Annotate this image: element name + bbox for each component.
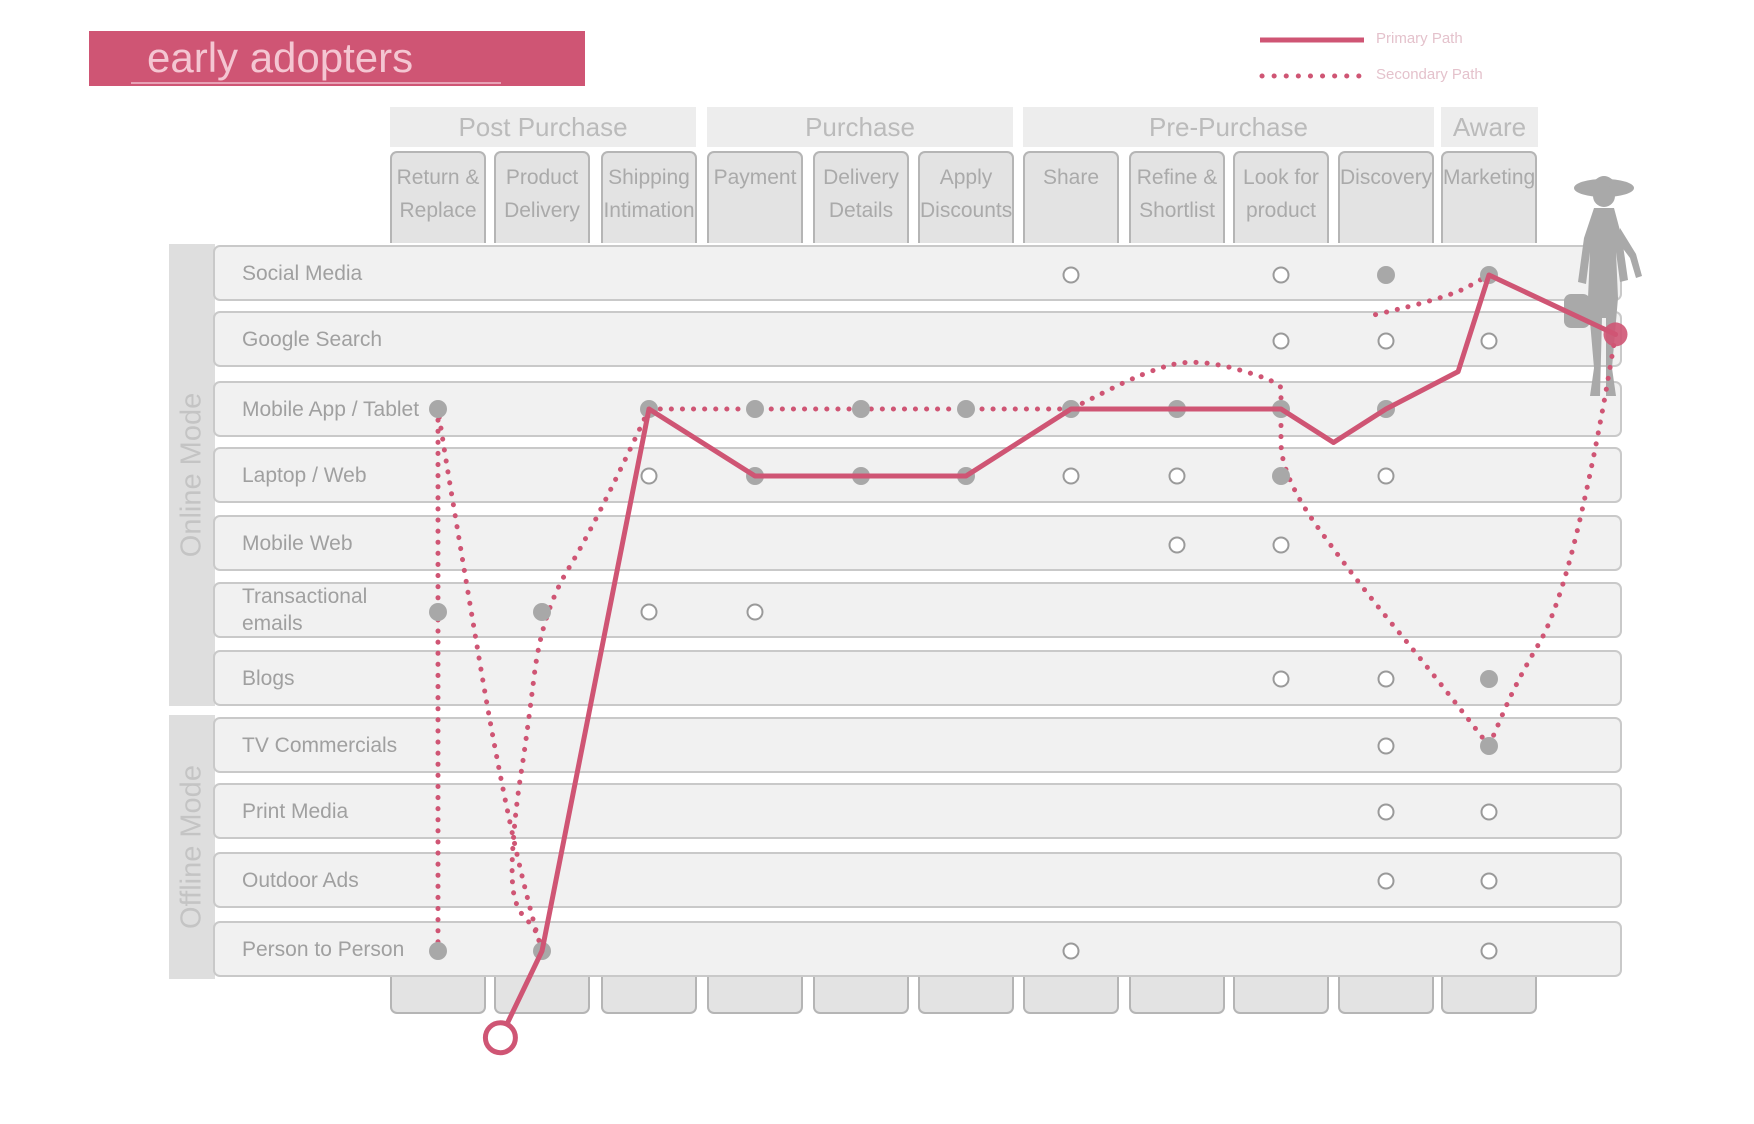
channel-label: Social Media (242, 261, 363, 285)
touchpoint-open (1377, 803, 1395, 821)
title-banner: early adopters (89, 31, 585, 86)
channel-label: Outdoor Ads (242, 868, 359, 892)
touchpoint-filled (533, 603, 551, 621)
stage-post-purchase: Post Purchase (390, 107, 696, 147)
legend-secondary-label: Secondary Path (1376, 66, 1483, 83)
touchpoint-filled (1480, 737, 1498, 755)
touchpoint-filled (429, 400, 447, 418)
channel-row-mobile-web: Mobile Web (213, 515, 1622, 571)
channel-label: Print Media (242, 799, 349, 823)
touchpoint-open (1377, 872, 1395, 890)
legend-primary: Primary Path (1258, 30, 1518, 50)
touchpoint-open (1377, 332, 1395, 350)
channel-label: Blogs (242, 666, 295, 690)
touchpoint-open (1377, 467, 1395, 485)
touchpoint-open (1168, 467, 1186, 485)
stage-aware: Aware (1441, 107, 1538, 147)
channel-label: Google Search (242, 327, 383, 351)
touchpoint-open (1480, 803, 1498, 821)
touchpoint-open (1062, 942, 1080, 960)
step-column-foot (601, 976, 697, 1014)
step-column-foot (918, 976, 1014, 1014)
step-column-foot (1129, 976, 1225, 1014)
step-column-foot (1233, 976, 1329, 1014)
touchpoint-open (1480, 942, 1498, 960)
primary-line-swatch (1260, 37, 1364, 43)
mode-band-online: Online Mode (169, 244, 215, 706)
step-apply-discounts: Apply Discounts (918, 151, 1014, 243)
journey-start-marker (482, 1020, 518, 1056)
stage-purchase: Purchase (707, 107, 1013, 147)
persona-silhouette-icon (1564, 176, 1642, 396)
secondary-path (1278, 406, 1492, 749)
step-share: Share (1023, 151, 1119, 243)
legend-primary-label: Primary Path (1376, 30, 1463, 47)
touchpoint-filled (429, 603, 447, 621)
touchpoint-open (1272, 332, 1290, 350)
step-discovery: Discovery (1338, 151, 1434, 243)
secondary-path (1486, 331, 1618, 749)
secondary-path (1373, 272, 1492, 318)
channel-row-transactional-emails: Transactional emails (213, 582, 1622, 638)
touchpoint-open (1062, 266, 1080, 284)
touchpoint-open (1480, 872, 1498, 890)
touchpoint-open (640, 467, 658, 485)
touchpoint-filled (1377, 266, 1395, 284)
touchpoint-open (1377, 670, 1395, 688)
step-column-foot (390, 976, 486, 1014)
step-column-foot (707, 976, 803, 1014)
channel-label: TV Commercials (242, 733, 398, 757)
page-title: early adopters (147, 34, 414, 81)
secondary-path (509, 406, 652, 954)
channel-label: Mobile App / Tablet (242, 397, 420, 421)
legend-secondary: Secondary Path (1258, 66, 1518, 86)
step-column-foot (1441, 976, 1537, 1014)
touchpoint-open (746, 603, 764, 621)
step-column-foot (1023, 976, 1119, 1014)
touchpoint-open (1062, 467, 1080, 485)
touchpoint-filled (852, 400, 870, 418)
step-product-delivery: Product Delivery (494, 151, 590, 243)
stage-pre-purchase: Pre-Purchase (1023, 107, 1434, 147)
step-delivery-details: Delivery Details (813, 151, 909, 243)
persona-end-marker (1603, 322, 1628, 347)
primary-path (497, 272, 1618, 1041)
channel-label: Person to Person (242, 937, 405, 961)
channel-label: Laptop / Web (242, 463, 367, 487)
touchpoint-filled (746, 400, 764, 418)
touchpoint-open (1377, 737, 1395, 755)
step-column-foot (494, 976, 590, 1014)
secondary-line-swatch (1259, 73, 1367, 79)
legend: Primary Path Secondary Path (1258, 28, 1518, 88)
touchpoint-open (640, 603, 658, 621)
step-column-foot (1338, 976, 1434, 1014)
step-payment: Payment (707, 151, 803, 243)
step-return-replace: Return & Replace (390, 151, 486, 243)
channel-label: Mobile Web (242, 531, 353, 555)
secondary-path (435, 406, 545, 954)
channel-label: Transactional emails (242, 585, 368, 635)
channel-row-print-media: Print Media (213, 783, 1622, 839)
step-marketing: Marketing (1441, 151, 1537, 243)
touchpoint-open (1272, 670, 1290, 688)
touchpoint-filled (429, 942, 447, 960)
channel-row-person-to-person: Person to Person (213, 921, 1622, 977)
touchpoint-open (1272, 266, 1290, 284)
step-column-foot (813, 976, 909, 1014)
touchpoint-open (1272, 536, 1290, 554)
step-refine-shortlist: Refine & Shortlist (1129, 151, 1225, 243)
mode-band-offline: Offline Mode (169, 715, 215, 979)
touchpoint-filled (957, 400, 975, 418)
step-look-for-product: Look for product (1233, 151, 1329, 243)
touchpoint-open (1168, 536, 1186, 554)
touchpoint-filled (1480, 670, 1498, 688)
title-underline (131, 82, 501, 84)
step-shipping-intimation: Shipping Intimation (601, 151, 697, 243)
touchpoint-filled (1272, 467, 1290, 485)
touchpoint-open (1480, 332, 1498, 350)
